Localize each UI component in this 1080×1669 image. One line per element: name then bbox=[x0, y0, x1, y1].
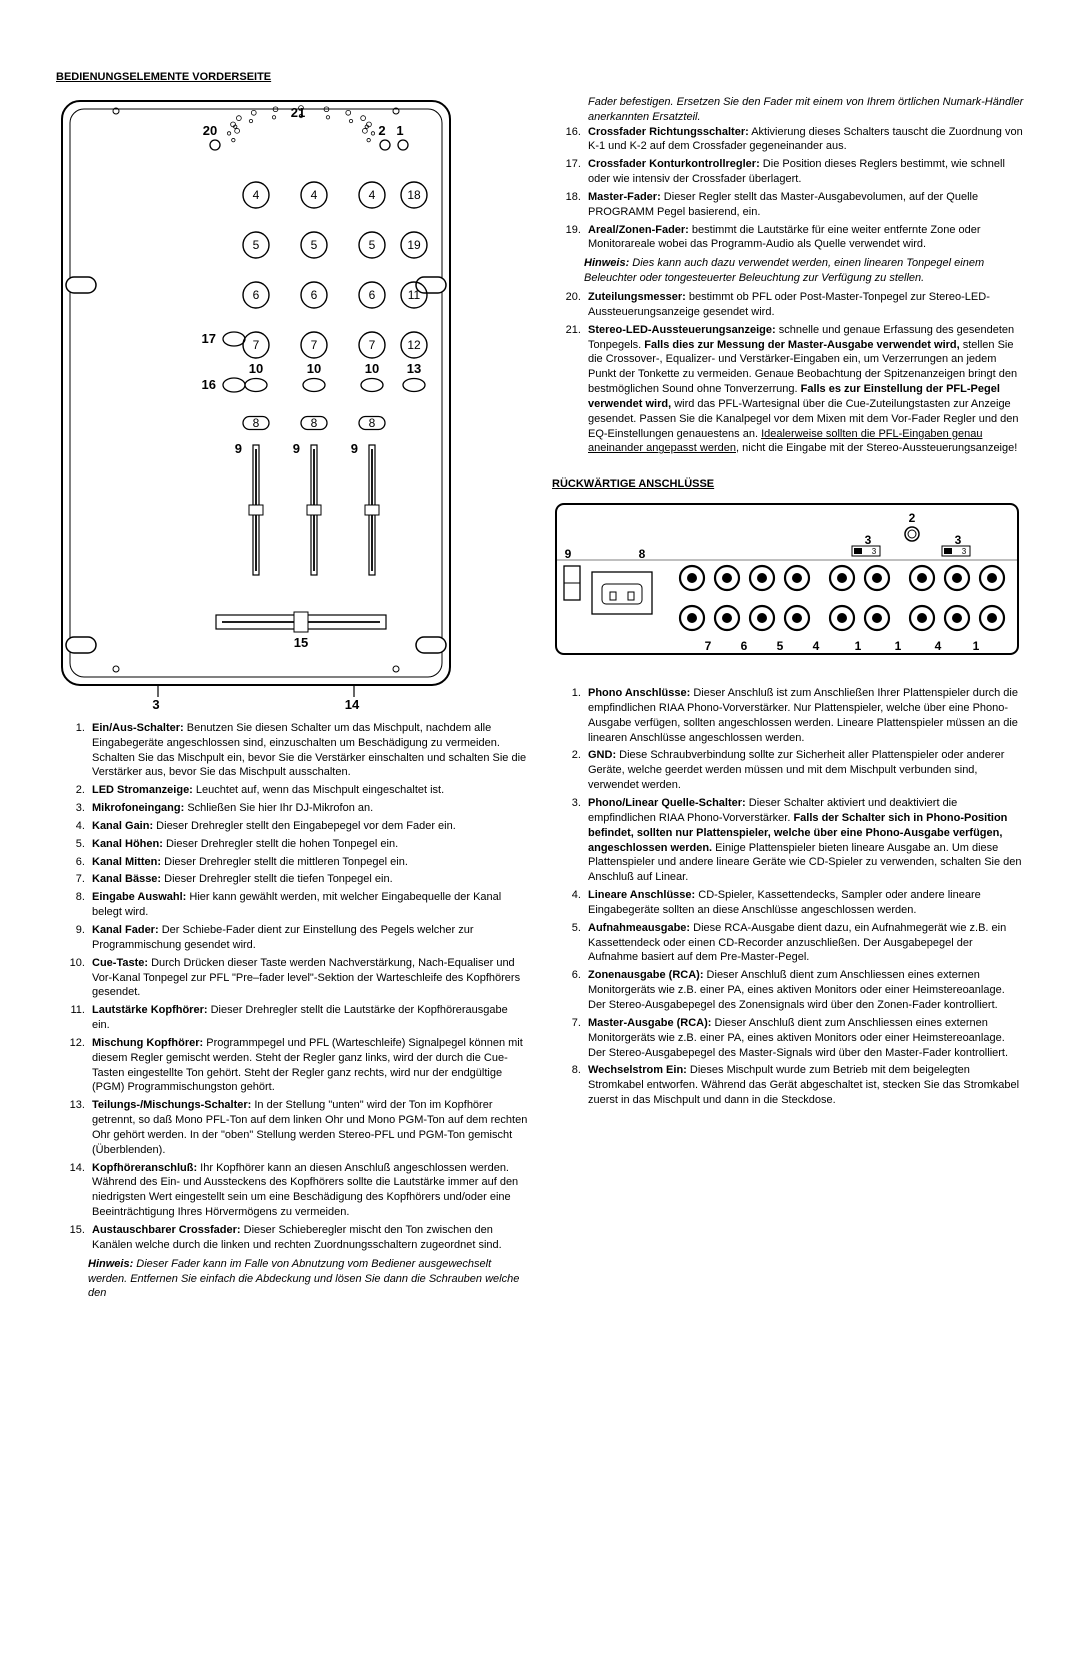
list-item: Ein/Aus-Schalter: Benutzen Sie diesen Sc… bbox=[88, 721, 528, 780]
svg-text:5: 5 bbox=[311, 238, 318, 252]
list-item: Lineare Anschlüsse: CD-Spieler, Kassette… bbox=[584, 888, 1024, 918]
hinweis-1: Hinweis: Dieser Fader kann im Falle von … bbox=[88, 1257, 528, 1302]
list-item: Eingabe Auswahl: Hier kann gewählt werde… bbox=[88, 890, 528, 920]
svg-text:4: 4 bbox=[253, 188, 260, 202]
list-item: Mischung Kopfhörer: Programmpegel und PF… bbox=[88, 1036, 528, 1095]
svg-text:18: 18 bbox=[407, 188, 421, 202]
list-item: Austauschbarer Crossfader: Dieser Schieb… bbox=[88, 1223, 528, 1253]
svg-text:20: 20 bbox=[203, 123, 217, 138]
front-list-c: Zuteilungsmesser: bestimmt ob PFL oder P… bbox=[552, 290, 1024, 456]
svg-text:6: 6 bbox=[369, 288, 376, 302]
columns: 2021214441855519666117771217161010101388… bbox=[56, 95, 1024, 1305]
svg-text:4: 4 bbox=[311, 188, 318, 202]
svg-text:9: 9 bbox=[235, 441, 242, 456]
list-item: Master-Ausgabe (RCA): Dieser Anschluß di… bbox=[584, 1016, 1024, 1061]
svg-text:7: 7 bbox=[369, 338, 376, 352]
svg-text:1: 1 bbox=[855, 639, 862, 653]
hinweis-2: Hinweis: Dies kann auch dazu verwendet w… bbox=[584, 256, 1024, 286]
svg-text:14: 14 bbox=[345, 697, 360, 712]
svg-text:8: 8 bbox=[311, 416, 318, 430]
svg-text:10: 10 bbox=[365, 361, 379, 376]
list-item: Master-Fader: Dieser Regler stellt das M… bbox=[584, 190, 1024, 220]
svg-text:6: 6 bbox=[741, 639, 748, 653]
svg-text:9: 9 bbox=[351, 441, 358, 456]
list-item: Zonenausgabe (RCA): Dieser Anschluß dien… bbox=[584, 968, 1024, 1013]
svg-text:6: 6 bbox=[311, 288, 318, 302]
svg-text:2: 2 bbox=[909, 511, 916, 525]
svg-text:2: 2 bbox=[378, 123, 385, 138]
svg-text:1: 1 bbox=[973, 639, 980, 653]
svg-text:8: 8 bbox=[639, 547, 646, 561]
svg-text:1: 1 bbox=[396, 123, 403, 138]
rear-list: Phono Anschlüsse: Dieser Anschluß ist zu… bbox=[552, 686, 1024, 1108]
list-item: Areal/Zonen-Fader: bestimmt die Lautstär… bbox=[584, 223, 1024, 253]
list-item: Kanal Mitten: Dieser Drehregler stellt d… bbox=[88, 855, 528, 870]
list-item: Phono Anschlüsse: Dieser Anschluß ist zu… bbox=[584, 686, 1024, 745]
list-item: Kanal Höhen: Dieser Drehregler stellt di… bbox=[88, 837, 528, 852]
svg-text:4: 4 bbox=[813, 639, 820, 653]
right-column: Fader befestigen. Ersetzen Sie den Fader… bbox=[552, 95, 1024, 1305]
svg-text:3: 3 bbox=[152, 697, 159, 712]
svg-text:10: 10 bbox=[307, 361, 321, 376]
svg-text:4: 4 bbox=[369, 188, 376, 202]
front-diagram: 2021214441855519666117771217161010101388… bbox=[56, 95, 528, 715]
list-item: Mikrofoneingang: Schließen Sie hier Ihr … bbox=[88, 801, 528, 816]
svg-text:5: 5 bbox=[369, 238, 376, 252]
list-item: Crossfader Richtungsschalter: Aktivierun… bbox=[584, 125, 1024, 155]
list-item: Kanal Fader: Der Schiebe-Fader dient zur… bbox=[88, 923, 528, 953]
front-list: Ein/Aus-Schalter: Benutzen Sie diesen Sc… bbox=[56, 721, 528, 1253]
hinweis-1-continued: Fader befestigen. Ersetzen Sie den Fader… bbox=[584, 95, 1024, 125]
svg-text:3: 3 bbox=[872, 547, 877, 556]
list-item: Teilungs-/Mischungs-Schalter: In der Ste… bbox=[88, 1098, 528, 1157]
front-title: BEDIENUNGSELEMENTE VORDERSEITE bbox=[56, 70, 1024, 85]
list-item: Cue-Taste: Durch Drücken dieser Taste we… bbox=[88, 956, 528, 1001]
front-list-b: Crossfader Richtungsschalter: Aktivierun… bbox=[552, 125, 1024, 253]
svg-text:11: 11 bbox=[408, 288, 421, 302]
svg-text:12: 12 bbox=[407, 338, 421, 352]
rear-title: RÜCKWÄRTIGE ANSCHLÜSSE bbox=[552, 477, 1024, 492]
svg-text:15: 15 bbox=[294, 635, 308, 650]
list-item: Zuteilungsmesser: bestimmt ob PFL oder P… bbox=[584, 290, 1024, 320]
svg-text:10: 10 bbox=[249, 361, 263, 376]
svg-text:9: 9 bbox=[565, 547, 572, 561]
svg-text:3: 3 bbox=[865, 533, 872, 547]
list-item: Lautstärke Kopfhörer: Dieser Drehregler … bbox=[88, 1003, 528, 1033]
svg-text:7: 7 bbox=[253, 338, 260, 352]
list-item: Phono/Linear Quelle-Schalter: Dieser Sch… bbox=[584, 796, 1024, 885]
list-item: Kanal Gain: Dieser Drehregler stellt den… bbox=[88, 819, 528, 834]
svg-text:8: 8 bbox=[253, 416, 260, 430]
svg-text:1: 1 bbox=[895, 639, 902, 653]
svg-text:3: 3 bbox=[955, 533, 962, 547]
svg-text:5: 5 bbox=[253, 238, 260, 252]
list-item: Kanal Bässe: Dieser Drehregler stellt di… bbox=[88, 872, 528, 887]
svg-text:17: 17 bbox=[202, 331, 216, 346]
svg-text:3: 3 bbox=[962, 547, 967, 556]
svg-text:7: 7 bbox=[705, 639, 712, 653]
list-item: GND: Diese Schraubverbindung sollte zur … bbox=[584, 748, 1024, 793]
svg-text:7: 7 bbox=[311, 338, 318, 352]
list-item: Kopfhöreranschluß: Ihr Kopfhörer kann an… bbox=[88, 1161, 528, 1220]
left-column: 2021214441855519666117771217161010101388… bbox=[56, 95, 528, 1305]
list-item: Stereo-LED-Aussteuerungsanzeige: schnell… bbox=[584, 323, 1024, 457]
svg-text:9: 9 bbox=[293, 441, 300, 456]
list-item: Crossfader Konturkontrollregler: Die Pos… bbox=[584, 157, 1024, 187]
rear-diagram: 233339876541141 bbox=[552, 500, 1024, 680]
list-item: Aufnahmeausgabe: Diese RCA-Ausgabe dient… bbox=[584, 921, 1024, 966]
list-item: LED Stromanzeige: Leuchtet auf, wenn das… bbox=[88, 783, 528, 798]
list-item: Wechselstrom Ein: Dieses Mischpult wurde… bbox=[584, 1063, 1024, 1108]
svg-text:6: 6 bbox=[253, 288, 260, 302]
svg-text:16: 16 bbox=[202, 377, 216, 392]
svg-text:4: 4 bbox=[935, 639, 942, 653]
svg-text:5: 5 bbox=[777, 639, 784, 653]
svg-text:8: 8 bbox=[369, 416, 376, 430]
svg-text:13: 13 bbox=[407, 361, 421, 376]
svg-text:19: 19 bbox=[407, 238, 421, 252]
